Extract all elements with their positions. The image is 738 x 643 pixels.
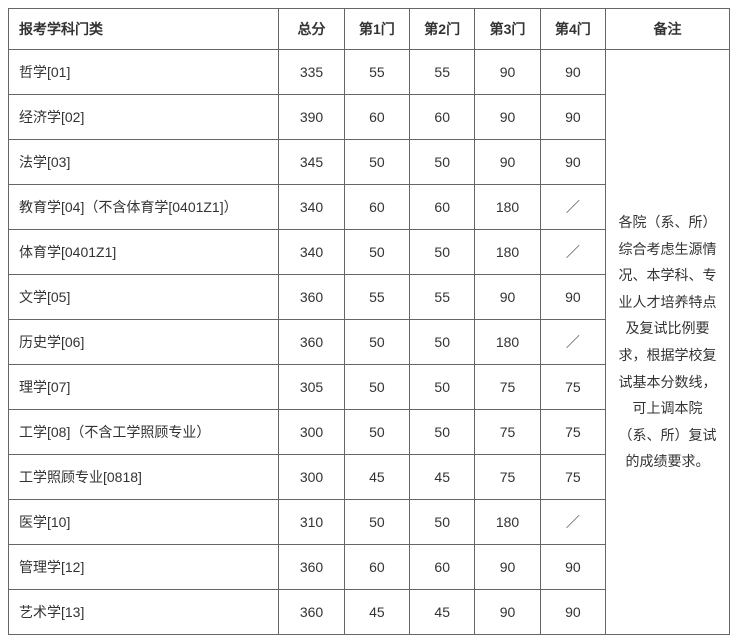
category-cell: 工学照顾专业[0818] (9, 455, 279, 500)
s1-cell: 45 (344, 590, 409, 635)
category-cell: 工学[08]（不含工学照顾专业） (9, 410, 279, 455)
category-cell: 理学[07] (9, 365, 279, 410)
header-remark: 备注 (606, 9, 730, 50)
s4-cell: 90 (540, 140, 605, 185)
slash-icon: ／ (566, 244, 580, 260)
category-cell: 哲学[01] (9, 50, 279, 95)
s3-cell: 180 (475, 320, 540, 365)
total-cell: 300 (279, 455, 344, 500)
total-cell: 300 (279, 410, 344, 455)
table-header-row: 报考学科门类 总分 第1门 第2门 第3门 第4门 备注 (9, 9, 730, 50)
s2-cell: 55 (410, 275, 475, 320)
s1-cell: 60 (344, 185, 409, 230)
total-cell: 340 (279, 185, 344, 230)
category-cell: 艺术学[13] (9, 590, 279, 635)
s2-cell: 50 (410, 365, 475, 410)
category-cell: 文学[05] (9, 275, 279, 320)
s1-cell: 55 (344, 50, 409, 95)
s4-cell: ／ (540, 185, 605, 230)
score-table: 报考学科门类 总分 第1门 第2门 第3门 第4门 备注 哲学[01]33555… (8, 8, 730, 635)
slash-icon: ／ (566, 514, 580, 530)
s2-cell: 50 (410, 410, 475, 455)
s4-cell: ／ (540, 320, 605, 365)
s4-cell: 75 (540, 365, 605, 410)
s2-cell: 50 (410, 320, 475, 365)
s4-cell: 75 (540, 455, 605, 500)
s2-cell: 60 (410, 545, 475, 590)
s3-cell: 90 (475, 275, 540, 320)
total-cell: 360 (279, 545, 344, 590)
s1-cell: 50 (344, 140, 409, 185)
category-cell: 历史学[06] (9, 320, 279, 365)
total-cell: 360 (279, 320, 344, 365)
s1-cell: 50 (344, 500, 409, 545)
s4-cell: 90 (540, 590, 605, 635)
total-cell: 335 (279, 50, 344, 95)
category-cell: 体育学[0401Z1] (9, 230, 279, 275)
total-cell: 390 (279, 95, 344, 140)
category-cell: 管理学[12] (9, 545, 279, 590)
s4-cell: 90 (540, 275, 605, 320)
total-cell: 345 (279, 140, 344, 185)
s3-cell: 90 (475, 140, 540, 185)
category-cell: 教育学[04]（不含体育学[0401Z1]） (9, 185, 279, 230)
s4-cell: ／ (540, 230, 605, 275)
remark-cell: 各院（系、所）综合考虑生源情况、本学科、专业人才培养特点及复试比例要求，根据学校… (606, 50, 730, 635)
s3-cell: 75 (475, 365, 540, 410)
total-cell: 360 (279, 590, 344, 635)
header-subject-1: 第1门 (344, 9, 409, 50)
s3-cell: 180 (475, 185, 540, 230)
s1-cell: 55 (344, 275, 409, 320)
s3-cell: 90 (475, 95, 540, 140)
s3-cell: 75 (475, 455, 540, 500)
s3-cell: 90 (475, 590, 540, 635)
header-subject-3: 第3门 (475, 9, 540, 50)
s2-cell: 45 (410, 455, 475, 500)
total-cell: 305 (279, 365, 344, 410)
category-cell: 法学[03] (9, 140, 279, 185)
s1-cell: 45 (344, 455, 409, 500)
category-cell: 医学[10] (9, 500, 279, 545)
slash-icon: ／ (566, 334, 580, 350)
header-subject-4: 第4门 (540, 9, 605, 50)
total-cell: 310 (279, 500, 344, 545)
category-cell: 经济学[02] (9, 95, 279, 140)
s4-cell: 90 (540, 95, 605, 140)
s2-cell: 50 (410, 230, 475, 275)
s4-cell: 90 (540, 545, 605, 590)
s2-cell: 55 (410, 50, 475, 95)
s1-cell: 50 (344, 410, 409, 455)
table-body: 哲学[01]33555559090各院（系、所）综合考虑生源情况、本学科、专业人… (9, 50, 730, 635)
slash-icon: ／ (566, 199, 580, 215)
s1-cell: 60 (344, 95, 409, 140)
s4-cell: 75 (540, 410, 605, 455)
s2-cell: 60 (410, 95, 475, 140)
total-cell: 340 (279, 230, 344, 275)
s4-cell: 90 (540, 50, 605, 95)
s4-cell: ／ (540, 500, 605, 545)
s2-cell: 45 (410, 590, 475, 635)
s2-cell: 60 (410, 185, 475, 230)
table-row: 哲学[01]33555559090各院（系、所）综合考虑生源情况、本学科、专业人… (9, 50, 730, 95)
s2-cell: 50 (410, 500, 475, 545)
s2-cell: 50 (410, 140, 475, 185)
s3-cell: 180 (475, 230, 540, 275)
s3-cell: 75 (475, 410, 540, 455)
s1-cell: 50 (344, 320, 409, 365)
s1-cell: 50 (344, 230, 409, 275)
s1-cell: 50 (344, 365, 409, 410)
header-category: 报考学科门类 (9, 9, 279, 50)
s3-cell: 90 (475, 545, 540, 590)
header-subject-2: 第2门 (410, 9, 475, 50)
s1-cell: 60 (344, 545, 409, 590)
total-cell: 360 (279, 275, 344, 320)
s3-cell: 90 (475, 50, 540, 95)
header-total: 总分 (279, 9, 344, 50)
s3-cell: 180 (475, 500, 540, 545)
